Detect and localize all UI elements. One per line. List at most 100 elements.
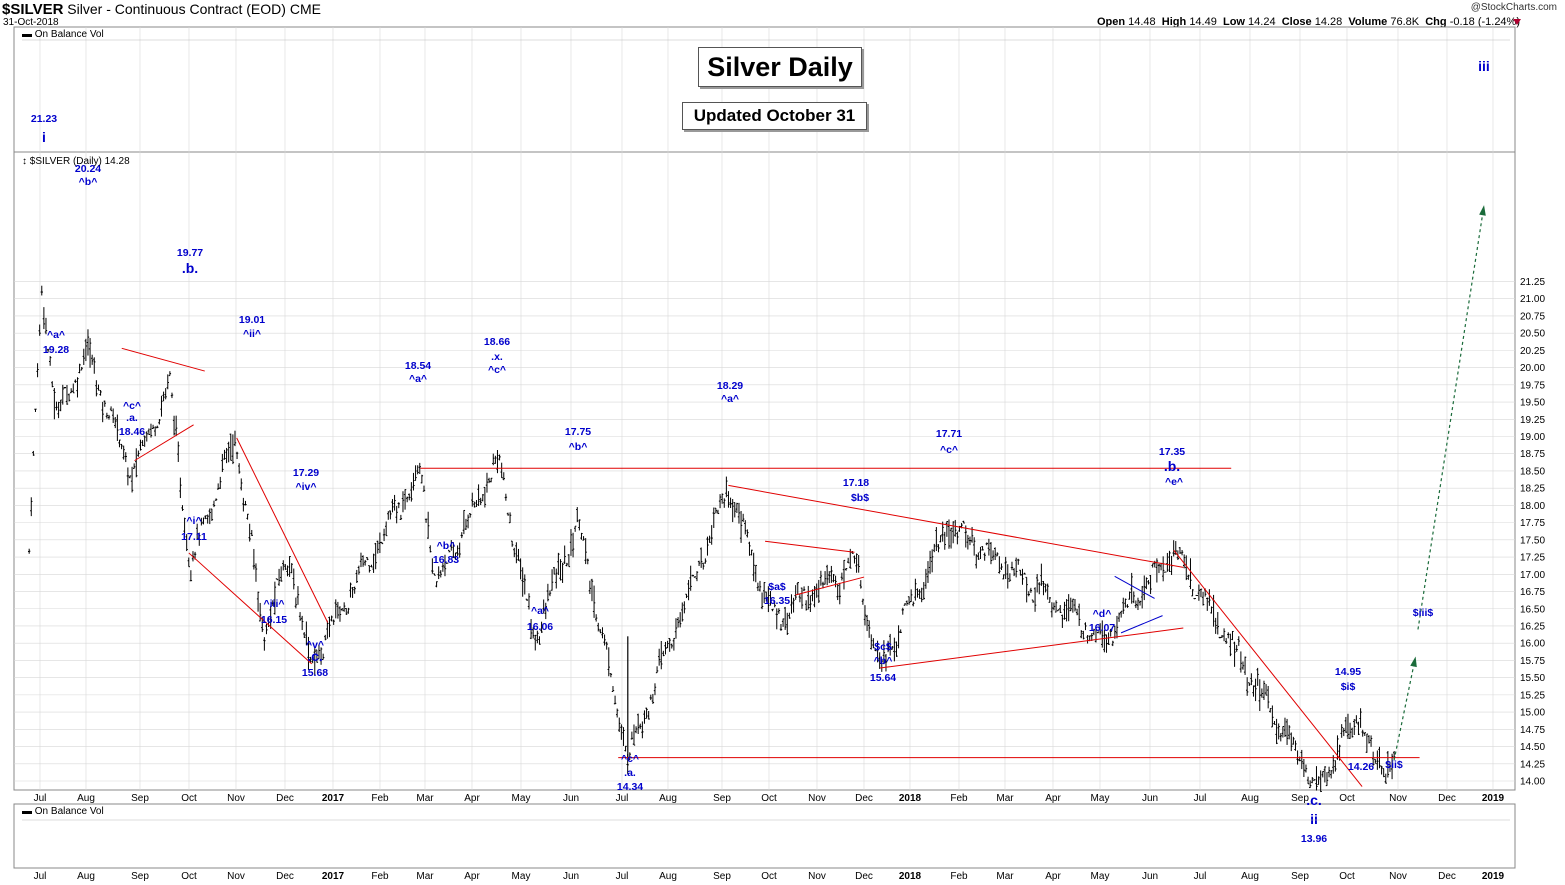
wave-label: 15.64 bbox=[870, 672, 896, 684]
y-tick-label: 18.25 bbox=[1520, 484, 1545, 495]
x-tick-label: May bbox=[512, 793, 531, 804]
x-tick-label: Dec bbox=[276, 793, 294, 804]
y-tick-label: 20.50 bbox=[1520, 329, 1545, 340]
wave-label: ^iv^ bbox=[295, 481, 316, 493]
ticker-symbol: $SILVER bbox=[2, 1, 64, 18]
top-indicator-panel bbox=[13, 26, 1516, 153]
close-label: Close bbox=[1281, 16, 1312, 28]
x-tick-label: Oct bbox=[181, 871, 197, 882]
wave-label: ^d^ bbox=[1093, 608, 1112, 620]
x-tick-label: Dec bbox=[1438, 871, 1456, 882]
wave-label: .b. bbox=[1164, 458, 1180, 474]
y-tick-label: 21.25 bbox=[1520, 277, 1545, 288]
projection-line bbox=[1417, 209, 1485, 630]
x-tick-label: Mar bbox=[996, 871, 1014, 882]
wave-label: ^b^ bbox=[79, 176, 98, 188]
x-tick-label: Mar bbox=[996, 793, 1014, 804]
x-tick-label: Jun bbox=[1142, 793, 1158, 804]
y-tick-label: 16.75 bbox=[1520, 587, 1545, 598]
x-tick-label: Aug bbox=[1241, 793, 1259, 804]
triangle-line bbox=[1114, 575, 1155, 599]
x-tick-label: Apr bbox=[1045, 871, 1061, 882]
trendline bbox=[728, 484, 1184, 568]
x-tick-label: Sep bbox=[1291, 871, 1309, 882]
x-tick-label: Oct bbox=[761, 793, 777, 804]
triangle-line bbox=[1120, 615, 1163, 634]
x-tick-label: Aug bbox=[77, 871, 95, 882]
wave-label: $b$ bbox=[851, 492, 869, 504]
wave-label: ^ii^ bbox=[243, 328, 261, 340]
wave-label: $a$ bbox=[768, 581, 786, 593]
x-tick-label: Feb bbox=[371, 793, 389, 804]
projection-arrowhead bbox=[1410, 656, 1417, 668]
x-tick-label: Nov bbox=[1389, 793, 1407, 804]
trendline bbox=[879, 627, 1184, 669]
x-tick-label: Aug bbox=[659, 793, 677, 804]
wave-label: 17.75 bbox=[565, 426, 591, 438]
wave-label: 17.11 bbox=[181, 531, 207, 543]
x-tick-label: Oct bbox=[1339, 871, 1355, 882]
y-tick-label: 14.50 bbox=[1520, 742, 1545, 753]
x-tick-label: Jul bbox=[34, 793, 47, 804]
x-tick-label: Apr bbox=[464, 871, 480, 882]
chart-date: 31-Oct-2018 bbox=[3, 17, 59, 28]
x-tick-label: Nov bbox=[227, 793, 245, 804]
x-tick-label: Jul bbox=[1194, 793, 1207, 804]
x-tick-label: May bbox=[1091, 871, 1110, 882]
wave-label: ^c^ bbox=[488, 364, 506, 376]
wave-label: .c. bbox=[307, 648, 323, 664]
chg-value: -0.18 (-1.24%) bbox=[1449, 16, 1520, 28]
x-tick-label: Dec bbox=[1438, 793, 1456, 804]
top-indicator-legend: ▬ On Balance Vol bbox=[22, 29, 104, 40]
x-tick-label: Jul bbox=[616, 793, 629, 804]
x-tick-label: Sep bbox=[131, 871, 149, 882]
wave-label: 19.28 bbox=[43, 344, 69, 356]
wave-label: $iii$ bbox=[1413, 607, 1434, 619]
wave-label: 16.06 bbox=[527, 621, 553, 633]
x-tick-label: 2017 bbox=[322, 871, 345, 882]
x-tick-label: Dec bbox=[855, 793, 873, 804]
wave-label: 13.96 bbox=[1301, 833, 1327, 845]
x-tick-label: Sep bbox=[713, 871, 731, 882]
bottom-indicator-legend: ▬ On Balance Vol bbox=[22, 806, 104, 817]
wave-label: 16.35 bbox=[764, 595, 790, 607]
y-tick-label: 14.25 bbox=[1520, 759, 1545, 770]
x-tick-label: 2019 bbox=[1482, 793, 1505, 804]
wave-label: 18.54 bbox=[405, 360, 431, 372]
y-tick-label: 15.75 bbox=[1520, 656, 1545, 667]
y-tick-label: 19.75 bbox=[1520, 380, 1545, 391]
low-label: Low bbox=[1222, 16, 1245, 28]
trendline bbox=[121, 347, 205, 372]
y-tick-label: 19.00 bbox=[1520, 432, 1545, 443]
y-tick-label: 19.25 bbox=[1520, 415, 1545, 426]
trendline bbox=[188, 552, 313, 665]
wave-label: ^iii^ bbox=[263, 598, 284, 610]
y-tick-label: 15.25 bbox=[1520, 690, 1545, 701]
x-tick-label: Jun bbox=[1142, 871, 1158, 882]
y-tick-label: 17.25 bbox=[1520, 553, 1545, 564]
y-tick-label: 20.75 bbox=[1520, 311, 1545, 322]
wave-label: ^c^ bbox=[621, 753, 639, 765]
wave-label: ^b^ bbox=[437, 540, 456, 552]
wave-label: 19.77 bbox=[177, 247, 203, 259]
wave-label: 17.71 bbox=[936, 428, 962, 440]
trendline bbox=[1173, 549, 1363, 787]
x-tick-label: Apr bbox=[464, 793, 480, 804]
x-tick-label: Nov bbox=[808, 871, 826, 882]
x-tick-label: Sep bbox=[1291, 793, 1309, 804]
wave-label: 14.95 bbox=[1335, 666, 1361, 678]
x-tick-label: Apr bbox=[1045, 793, 1061, 804]
x-tick-label: Aug bbox=[77, 793, 95, 804]
y-tick-label: 21.00 bbox=[1520, 294, 1545, 305]
wave-label: i bbox=[42, 129, 46, 145]
x-tick-label: Nov bbox=[808, 793, 826, 804]
wave-label: ^a^ bbox=[409, 373, 427, 385]
y-tick-label: 14.00 bbox=[1520, 777, 1545, 788]
trendline bbox=[795, 576, 865, 596]
x-tick-label: Jun bbox=[563, 793, 579, 804]
copyright[interactable]: @StockCharts.com bbox=[1470, 2, 1557, 13]
x-tick-label: Oct bbox=[181, 793, 197, 804]
x-tick-label: Dec bbox=[855, 871, 873, 882]
projection-arrowhead bbox=[1479, 205, 1486, 216]
